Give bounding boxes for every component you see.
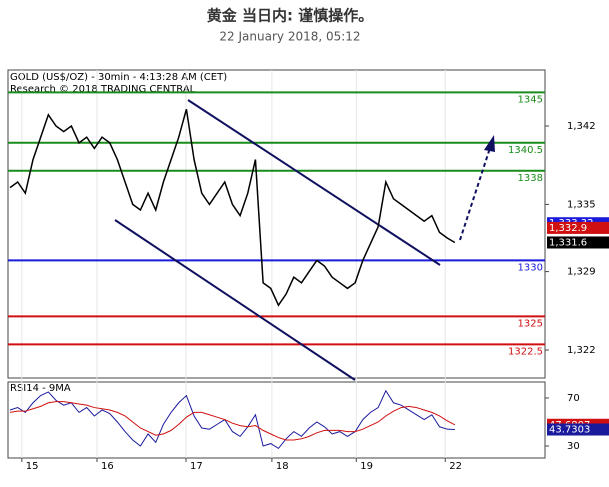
- y-tick-label: 1,322: [567, 345, 596, 356]
- channel-line: [187, 99, 441, 266]
- series-line: [9, 389, 455, 450]
- x-tick-label: 16: [101, 461, 114, 472]
- price-tag-label: 1,332.9: [549, 223, 587, 234]
- x-tick-label: 15: [26, 461, 39, 472]
- rsi-title: RSI14 - 9MA: [10, 383, 71, 394]
- level-label: 1338: [518, 173, 543, 184]
- y-tick-label: 1,342: [567, 121, 596, 132]
- series-line: [9, 401, 456, 441]
- y-tick-label: 70: [567, 393, 580, 404]
- x-tick-label: 22: [449, 461, 462, 472]
- level-label: 1340.5: [508, 145, 543, 156]
- level-label: 1345: [518, 94, 543, 105]
- y-tick-label: 1,335: [567, 199, 596, 210]
- page-subtitle: 22 January 2018, 05:12: [219, 30, 360, 44]
- forecast-arrow: [459, 147, 491, 241]
- price-tag-label: 43.7303: [549, 425, 590, 436]
- level-label: 1322.5: [508, 346, 543, 357]
- level-label: 1325: [518, 318, 543, 329]
- price-tag: [547, 221, 609, 234]
- arrow-head: [484, 135, 495, 152]
- price-tag-label: 1,331.6: [549, 237, 587, 248]
- x-tick-label: 18: [276, 461, 289, 472]
- price-tag: [547, 423, 609, 436]
- x-tick-label: 17: [190, 461, 203, 472]
- series-line: [9, 109, 456, 307]
- channel-line: [114, 219, 356, 381]
- y-tick-label: 30: [567, 441, 580, 452]
- price-subtitle: Research © 2018 TRADING CENTRAL: [10, 84, 196, 95]
- level-label: 1330: [518, 262, 543, 273]
- price-tag: [547, 236, 609, 249]
- price-title: GOLD (US$/OZ) - 30min - 4:13:28 AM (CET): [10, 72, 227, 83]
- page-title: 黄金 当日内: 谨慎操作。: [207, 7, 373, 25]
- y-tick-label: 1,329: [567, 267, 596, 278]
- rsi-panel: [7, 381, 546, 459]
- x-tick-label: 19: [360, 461, 373, 472]
